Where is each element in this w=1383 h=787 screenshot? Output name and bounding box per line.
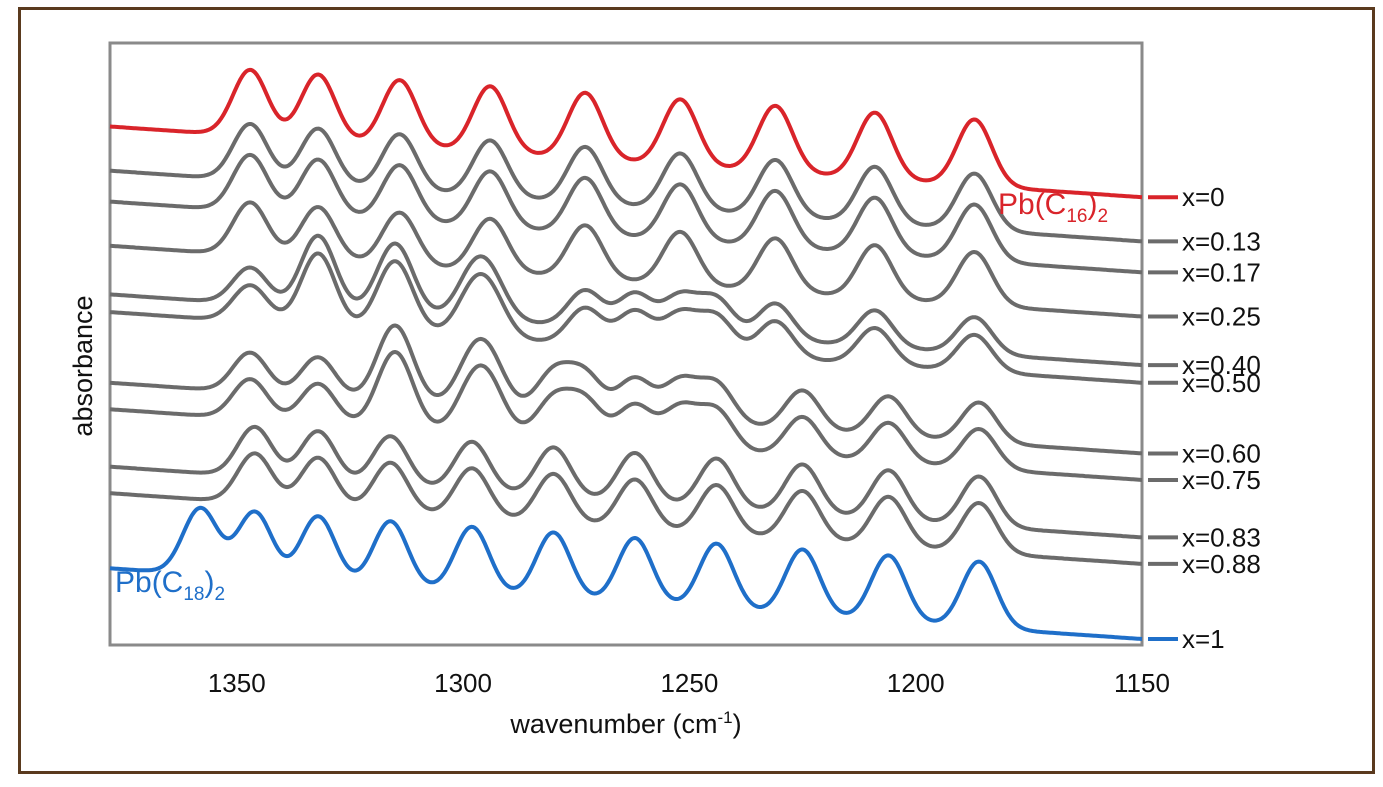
series-line-x-1	[109, 505, 1143, 641]
series-label-x-0-17: x=0.17	[1182, 257, 1261, 287]
series-line-x-0-13	[109, 122, 1143, 244]
series-line-x-0-75	[109, 350, 1143, 482]
series-curves	[109, 67, 1143, 641]
x-tick-label-1150: 1150	[1114, 668, 1170, 698]
x-tick-labels: 1350 1300 1250 1200 1150	[208, 668, 1170, 698]
plot-area	[108, 41, 1144, 647]
series-labels: x=0x=0.13x=0.17x=0.25x=0.40x=0.50x=0.60x…	[1148, 182, 1261, 654]
series-label-x-1: x=1	[1182, 624, 1225, 654]
series-label-x-0-75: x=0.75	[1182, 465, 1261, 495]
series-label-x-0-25: x=0.25	[1182, 301, 1261, 331]
series-line-x-0-25	[109, 200, 1143, 319]
series-line-x-0-88	[109, 451, 1143, 566]
series-line-x-0-50	[109, 251, 1143, 385]
x-axis-title: wavenumber (cm-1)	[509, 708, 741, 739]
x-tick-label-1350: 1350	[208, 668, 266, 698]
series-line-x-0-17	[109, 152, 1143, 275]
series-label-x-0-40: x=0.40	[1182, 350, 1261, 380]
series-label-x-0-13: x=0.13	[1182, 226, 1261, 256]
series-label-x-0-83: x=0.83	[1182, 522, 1261, 552]
y-axis-title: absorbance	[68, 295, 98, 436]
bottom-compound-label: Pb(C18)2	[115, 566, 225, 605]
x-tick-label-1200: 1200	[887, 668, 945, 698]
series-line-x-0-40	[109, 233, 1143, 368]
series-label-x-0-60: x=0.60	[1182, 438, 1261, 468]
top-compound-label: Pb(C16)2	[998, 188, 1108, 227]
series-label-x-0-50: x=0.50	[1182, 368, 1261, 398]
x-tick-label-1300: 1300	[434, 668, 492, 698]
series-label-x-0: x=0	[1182, 182, 1225, 212]
series-line-x-0-83	[109, 424, 1143, 540]
series-line-x-0-60	[109, 323, 1143, 456]
x-tick-label-1250: 1250	[660, 668, 718, 698]
series-line-x-0	[109, 67, 1143, 200]
series-label-x-0-88: x=0.88	[1182, 549, 1261, 579]
